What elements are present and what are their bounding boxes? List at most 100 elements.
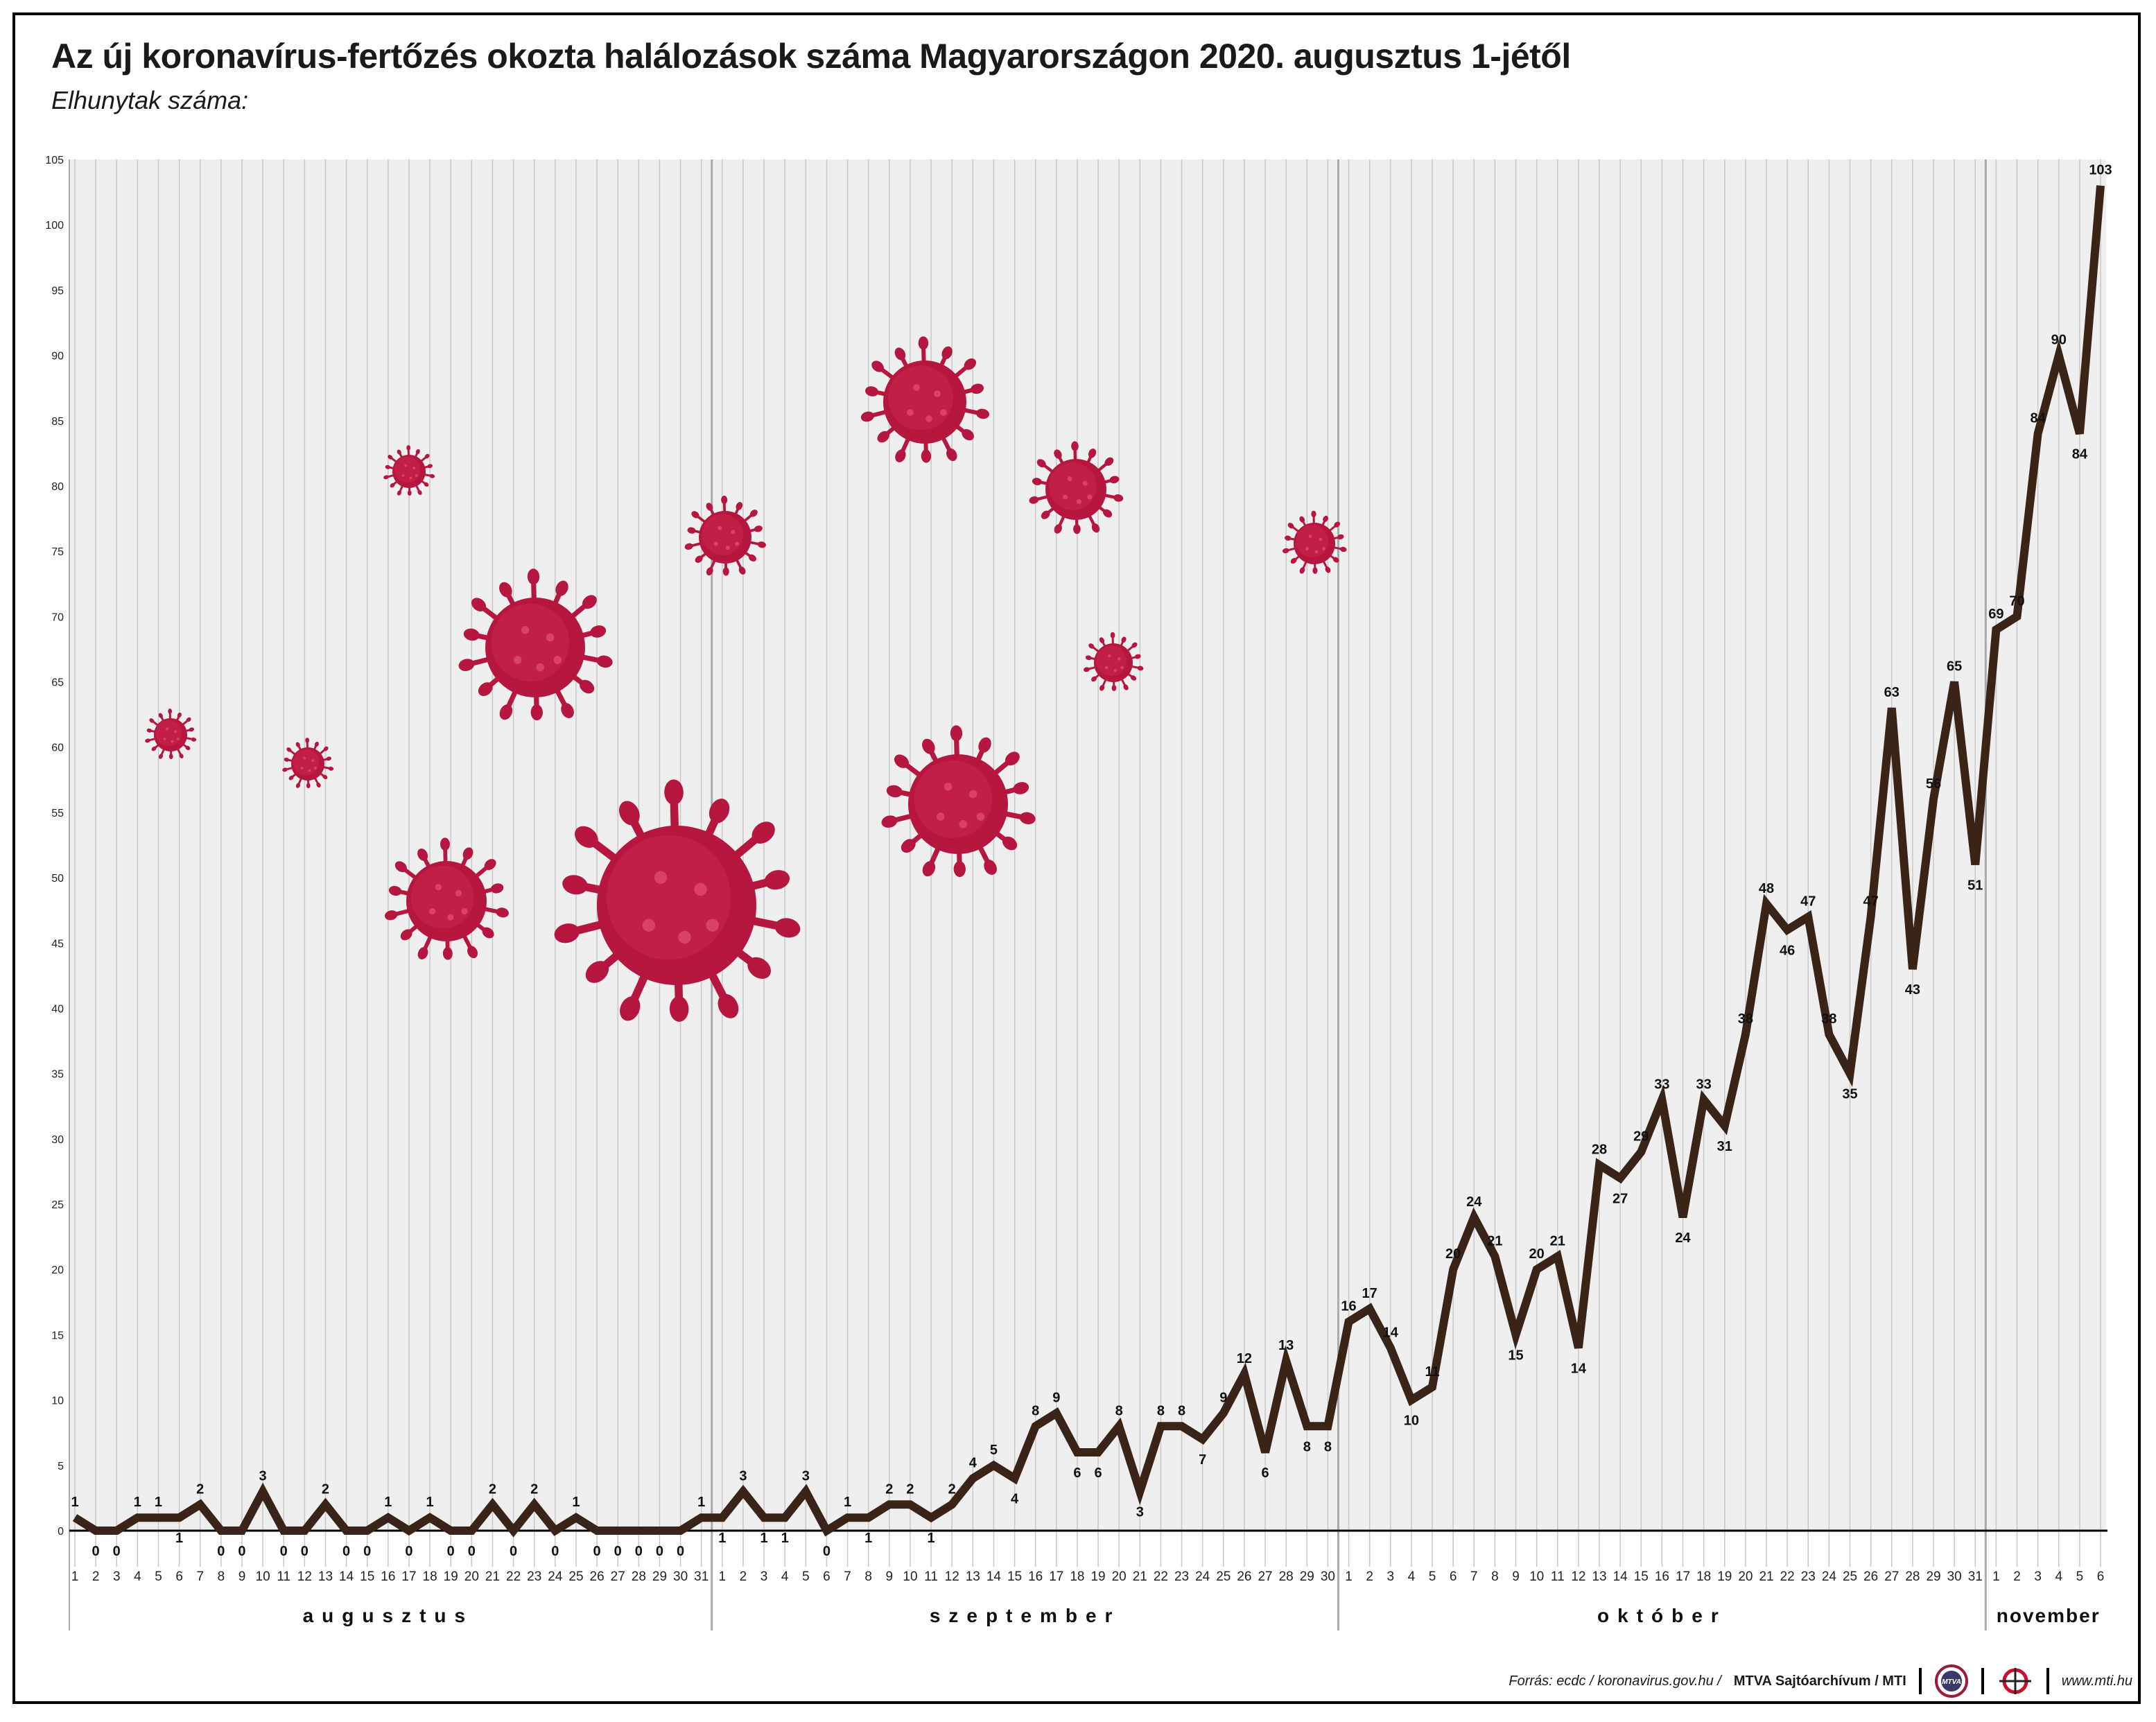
x-tick-label: 22 bbox=[1154, 1569, 1168, 1584]
y-tick-label: 35 bbox=[51, 1069, 64, 1081]
x-tick-label: 7 bbox=[844, 1569, 851, 1584]
y-tick-label: 65 bbox=[51, 677, 64, 689]
data-label: 1 bbox=[781, 1531, 789, 1546]
data-label: 10 bbox=[1404, 1414, 1419, 1429]
data-label: 6 bbox=[1261, 1466, 1269, 1481]
x-tick-label: 9 bbox=[886, 1569, 894, 1584]
coronavirus-icon bbox=[385, 837, 509, 960]
month-label: október bbox=[1597, 1605, 1727, 1626]
divider bbox=[1981, 1668, 1984, 1694]
x-tick-label: 23 bbox=[527, 1569, 541, 1584]
data-label: 9 bbox=[1219, 1390, 1227, 1405]
x-tick-label: 13 bbox=[1592, 1569, 1606, 1584]
data-label: 2 bbox=[530, 1481, 538, 1497]
data-label: 2 bbox=[489, 1481, 496, 1497]
chart-title: Az új koronavírus-fertőzés okozta halálo… bbox=[51, 37, 1571, 76]
x-tick-label: 19 bbox=[444, 1569, 458, 1584]
x-tick-label: 1 bbox=[1992, 1569, 2000, 1584]
x-tick-label: 24 bbox=[1822, 1569, 1837, 1584]
data-label: 0 bbox=[447, 1544, 455, 1559]
month-label: augusztus bbox=[303, 1605, 473, 1626]
data-label: 8 bbox=[1032, 1403, 1039, 1418]
data-label: 33 bbox=[1696, 1077, 1712, 1092]
data-label: 0 bbox=[92, 1544, 100, 1559]
y-tick-label: 90 bbox=[51, 351, 64, 363]
data-label: 11 bbox=[1425, 1364, 1439, 1380]
x-tick-label: 26 bbox=[1237, 1569, 1251, 1584]
x-tick-label: 10 bbox=[1529, 1569, 1544, 1584]
x-tick-label: 22 bbox=[1780, 1569, 1795, 1584]
source-text: Forrás: ecdc / koronavirus.gov.hu / bbox=[1509, 1673, 1721, 1689]
x-tick-label: 14 bbox=[986, 1569, 1002, 1584]
x-tick-label: 12 bbox=[297, 1569, 312, 1584]
x-tick-label: 2 bbox=[740, 1569, 747, 1584]
data-label: 2 bbox=[906, 1481, 914, 1497]
x-tick-label: 28 bbox=[1905, 1569, 1920, 1584]
data-label: 63 bbox=[1884, 685, 1899, 700]
data-label: 20 bbox=[1529, 1246, 1545, 1262]
data-label: 29 bbox=[1633, 1129, 1649, 1145]
x-tick-label: 4 bbox=[2055, 1569, 2062, 1584]
x-tick-label: 8 bbox=[864, 1569, 872, 1584]
x-tick-label: 29 bbox=[652, 1569, 667, 1584]
x-tick-label: 20 bbox=[1112, 1569, 1127, 1584]
data-label: 47 bbox=[1800, 894, 1816, 910]
x-tick-label: 21 bbox=[1133, 1569, 1147, 1584]
coronavirus-icon bbox=[1084, 632, 1144, 691]
data-label: 0 bbox=[363, 1544, 371, 1559]
data-label: 1 bbox=[697, 1495, 705, 1510]
x-tick-label: 14 bbox=[339, 1569, 354, 1584]
divider bbox=[1918, 1668, 1922, 1694]
x-tick-label: 11 bbox=[924, 1569, 938, 1584]
x-tick-label: 13 bbox=[318, 1569, 333, 1584]
x-tick-label: 15 bbox=[1634, 1569, 1649, 1584]
x-tick-label: 23 bbox=[1801, 1569, 1816, 1584]
y-tick-label: 15 bbox=[51, 1330, 64, 1341]
data-label: 6 bbox=[1094, 1466, 1102, 1481]
x-tick-label: 6 bbox=[823, 1569, 831, 1584]
x-tick-label: 12 bbox=[1571, 1569, 1585, 1584]
data-label: 2 bbox=[948, 1481, 956, 1497]
chart-frame bbox=[12, 12, 2141, 1704]
y-tick-label: 70 bbox=[51, 611, 64, 623]
data-label: 0 bbox=[238, 1544, 245, 1559]
data-label: 0 bbox=[301, 1544, 308, 1559]
x-tick-label: 31 bbox=[694, 1569, 708, 1584]
divider bbox=[2046, 1668, 2049, 1694]
data-label: 8 bbox=[1303, 1439, 1311, 1454]
x-tick-label: 2 bbox=[2013, 1569, 2021, 1584]
data-label: 3 bbox=[1136, 1504, 1144, 1520]
x-tick-label: 24 bbox=[548, 1569, 563, 1584]
credit-text: MTVA Sajtóarchívum / MTI bbox=[1733, 1673, 1906, 1689]
x-tick-label: 18 bbox=[1696, 1569, 1711, 1584]
x-tick-label: 9 bbox=[238, 1569, 246, 1584]
x-tick-label: 31 bbox=[1968, 1569, 1983, 1584]
data-label: 70 bbox=[2009, 593, 2024, 609]
data-label: 24 bbox=[1466, 1194, 1482, 1210]
x-tick-label: 18 bbox=[423, 1569, 437, 1584]
data-label: 28 bbox=[1592, 1142, 1607, 1158]
data-label: 90 bbox=[2051, 333, 2067, 348]
x-tick-label: 4 bbox=[1408, 1569, 1416, 1584]
data-label: 0 bbox=[510, 1544, 517, 1559]
x-tick-label: 10 bbox=[903, 1569, 917, 1584]
data-label: 0 bbox=[677, 1544, 684, 1559]
data-label: 0 bbox=[823, 1544, 831, 1559]
x-tick-label: 23 bbox=[1174, 1569, 1189, 1584]
coronavirus-icon bbox=[145, 708, 197, 760]
x-tick-label: 5 bbox=[155, 1569, 162, 1584]
data-label: 8 bbox=[1178, 1403, 1185, 1418]
x-tick-label: 25 bbox=[1216, 1569, 1231, 1584]
data-label: 21 bbox=[1487, 1233, 1502, 1249]
y-tick-label: 85 bbox=[51, 416, 64, 428]
y-tick-label: 60 bbox=[51, 742, 64, 754]
x-tick-label: 2 bbox=[1366, 1569, 1373, 1584]
data-label: 0 bbox=[593, 1544, 601, 1559]
data-label: 0 bbox=[280, 1544, 288, 1559]
data-label: 1 bbox=[71, 1495, 78, 1510]
data-label: 0 bbox=[113, 1544, 121, 1559]
x-tick-label: 20 bbox=[464, 1569, 479, 1584]
x-tick-label: 22 bbox=[506, 1569, 521, 1584]
y-tick-label: 40 bbox=[51, 1003, 64, 1015]
